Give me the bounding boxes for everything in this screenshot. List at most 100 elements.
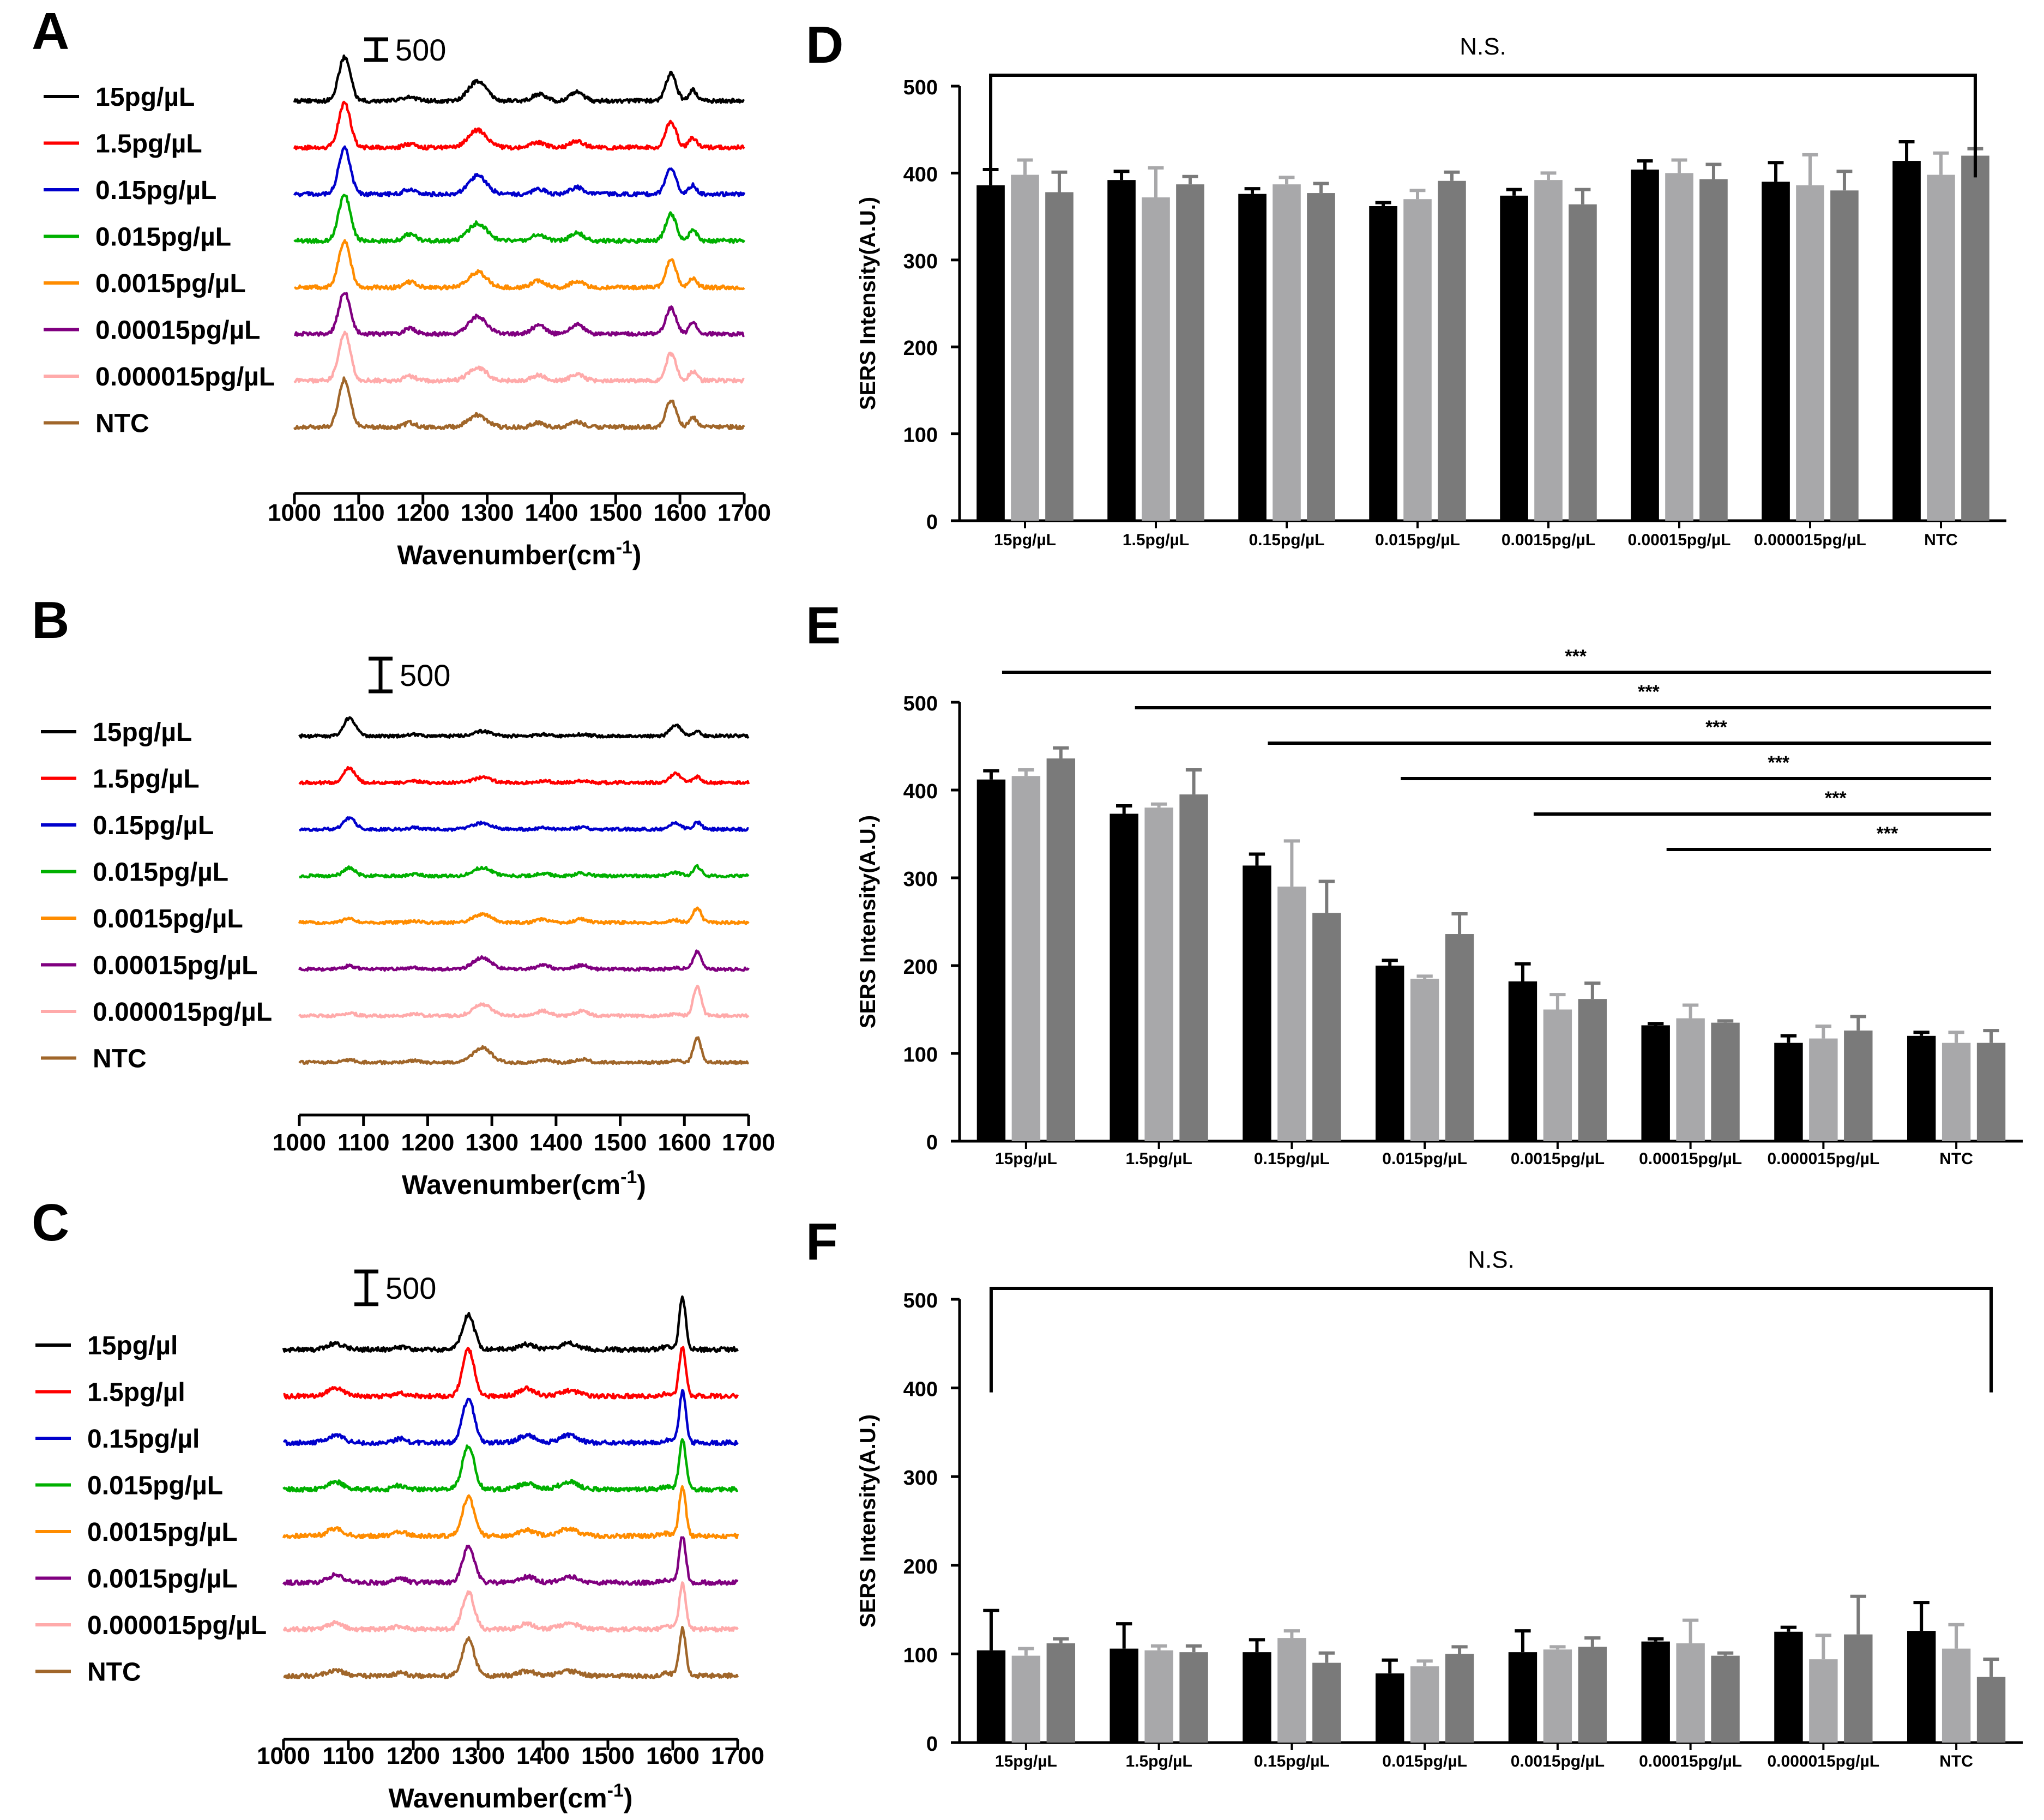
y-tick-label: 300 [903,250,938,273]
panel-c: C 500 15pg/µl 1.5pg/µl 0.15pg/µl 0.015pg/µL 0.… [32,1194,764,1813]
x-tick-label: 1500 [581,1743,635,1769]
x-tick-label: 0.015pg/µL [1382,1150,1467,1168]
x-axis-label: Wavenumber(cm-1) [397,537,642,570]
x-tick-label: 1000 [257,1743,310,1769]
x-axis-label-end: ) [632,540,642,570]
x-tick-label: 0.000015pg/µL [1754,531,1866,549]
panel-f: F 0 100 200 300 400 500 SERS Intensity(A.U.) 15p… [806,1213,2023,1770]
bar [1011,776,1041,1141]
x-tick-label: 1200 [387,1743,440,1769]
spectrum-line [294,292,745,338]
significance-label: *** [1768,752,1789,773]
x-tick-label: 0.00015pg/µL [1627,531,1731,549]
scale-bar: 500 [364,33,446,67]
x-tick-label: 1000 [273,1129,326,1156]
legend-label: 15pg/µL [93,718,192,747]
bar [1445,1654,1474,1743]
legend-label: 0.0015pg/µL [87,1518,238,1547]
x-tick-label: 0.000015pg/µL [1768,1752,1880,1770]
legend-label: 0.0015pg/µL [95,269,246,298]
x-tick-label: 1500 [589,499,642,526]
panel-d: D 0 100 200 300 400 500 SERS Intensity(A.U.) 15p… [806,16,2006,549]
x-axis-label: Wavenumber(cm-1) [402,1167,646,1200]
scale-bar: 500 [369,656,450,694]
bar [1144,807,1173,1141]
bar [1961,155,1989,521]
bar [1976,1677,2006,1743]
x-tick-label: 1600 [653,499,707,526]
spectrum-line [294,239,745,291]
y-axis: 0 100 200 300 400 500 SERS Intensity(A.U.) [856,1289,961,1756]
significance-label: *** [1705,717,1727,738]
bar [1578,1647,1607,1743]
x-tick-label: 0.0015pg/µL [1511,1150,1605,1168]
bar [1110,1648,1138,1743]
y-axis-label: SERS Intensity(A.U.) [856,197,880,410]
bar [1844,1030,1873,1141]
bar [1277,887,1306,1141]
x-tick-label: 1100 [333,499,384,526]
bar [1762,182,1790,521]
x-tick-label: 1700 [717,499,771,526]
spectrum-line [298,816,749,832]
bar [1438,180,1466,521]
bar [1796,185,1824,521]
significance-label: N.S. [1468,1246,1515,1273]
x-tick-label: 0.15pg/µL [1254,1752,1330,1770]
x-tick-label: 1500 [594,1129,647,1156]
bar [1369,206,1397,521]
spectrum-line [293,54,745,104]
bar [1445,934,1474,1141]
y-tick-label: 300 [903,1467,938,1490]
x-tick-label: NTC [1939,1150,1973,1168]
x-tick-label: 1.5pg/µL [1125,1150,1192,1168]
scale-bar-label: 500 [385,1271,436,1305]
legend-label: 15pg/µl [87,1331,178,1360]
bar [1578,999,1607,1141]
bar [976,1650,1006,1743]
legend-label: NTC [95,409,149,438]
x-axis: 1000 1100 1200 1300 1400 1500 1600 1700 Wavenumb… [273,1113,775,1200]
y-tick-label: 500 [903,692,938,715]
bar [1543,1649,1572,1743]
bar [1410,1666,1439,1743]
bar [1543,1009,1572,1141]
y-tick-label: 200 [903,1556,938,1578]
bar [1011,174,1039,521]
bar [1809,1038,1838,1141]
x-tick-label: 1300 [461,499,514,526]
bar [1500,195,1528,521]
y-axis: 0 100 200 300 400 500 SERS Intensity(A.U.) [856,76,961,534]
bar [1403,199,1432,521]
legend-label: 1.5pg/µl [87,1378,185,1407]
bar [1976,1042,2006,1141]
panel-label: D [806,16,843,74]
x-tick-label: 1200 [396,499,450,526]
bar [1676,1643,1705,1743]
bar [1699,179,1728,521]
bar [1045,192,1074,521]
x-axis-label-sup: -1 [616,537,632,558]
y-axis: 0 100 200 300 400 500 SERS Intensity(A.U.) [856,692,961,1154]
x-tick-label: 1300 [451,1743,505,1769]
x-tick-label: 0.0015pg/µL [1511,1752,1605,1770]
bar [1844,1634,1873,1743]
bar [1907,1035,1936,1141]
panel-label: B [32,591,69,649]
spectrum-line [282,1438,739,1493]
x-tick-label: 1.5pg/µL [1123,531,1189,549]
spectrum-line [298,906,750,925]
bar [1711,1022,1740,1141]
x-tick-label: 1.5pg/µL [1125,1752,1192,1770]
y-tick-label: 500 [903,76,938,99]
significance-label: *** [1877,823,1898,844]
legend-label: NTC [93,1045,147,1074]
y-tick-label: 400 [903,163,938,186]
x-tick-label: 0.15pg/µL [1254,1150,1330,1168]
bar [1892,161,1921,521]
y-tick-label: 400 [903,1378,938,1401]
bar [1107,180,1136,521]
bar [1665,173,1693,521]
bar [1307,193,1335,521]
panel-label: E [806,596,841,655]
